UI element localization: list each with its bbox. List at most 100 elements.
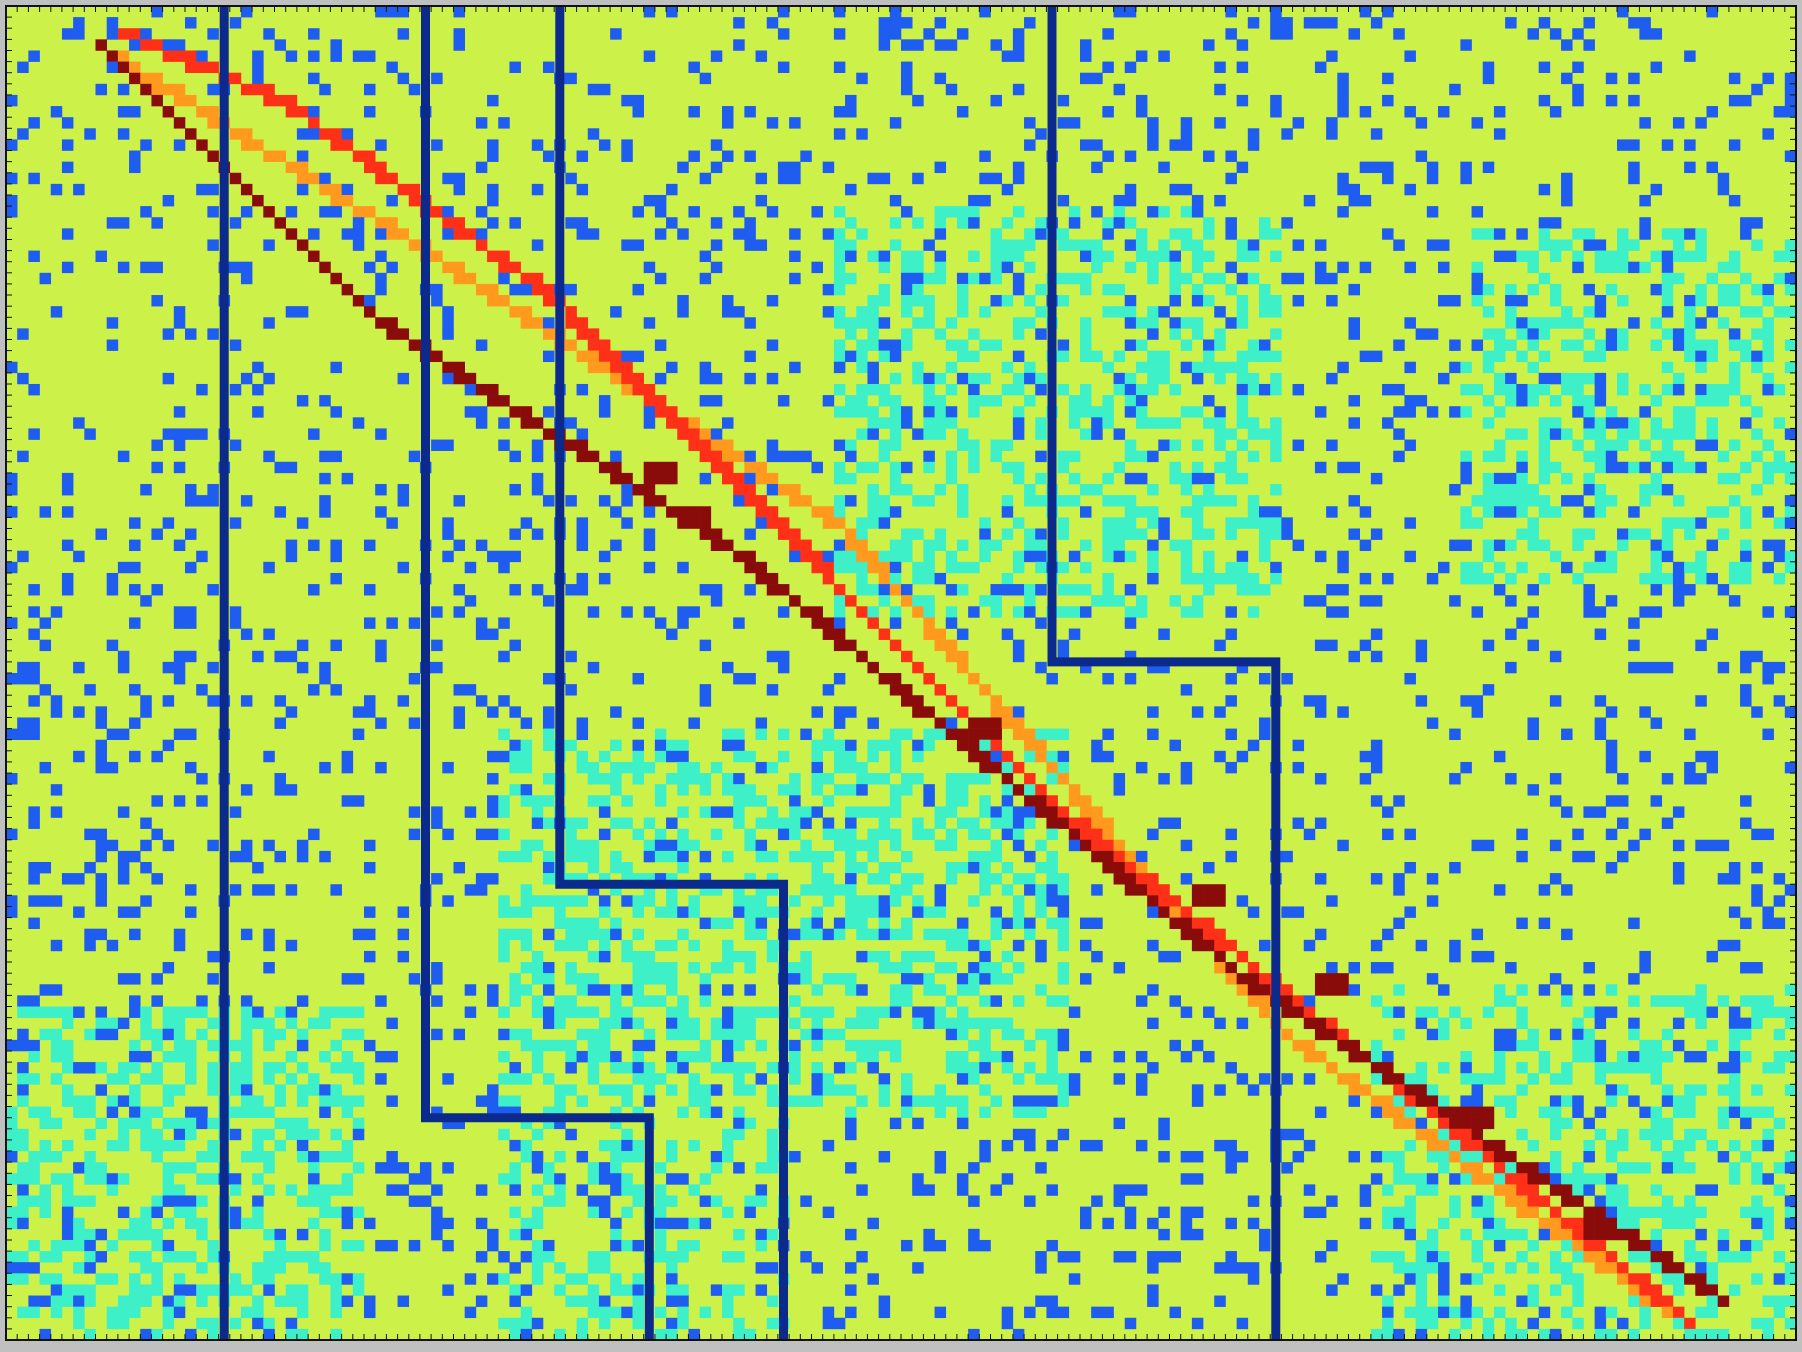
heatmap-cell: [1136, 473, 1147, 484]
heatmap-cell: [722, 540, 733, 551]
heatmap-cell: [1270, 428, 1281, 439]
heatmap-cell: [1774, 273, 1785, 284]
heatmap-cell: [398, 228, 409, 239]
heatmap-cell: [1651, 562, 1662, 573]
heatmap-cell: [1438, 1107, 1449, 1118]
heatmap-cell: [1572, 1162, 1583, 1173]
heatmap-cell: [1762, 128, 1773, 139]
heatmap-cell: [1628, 417, 1639, 428]
heatmap-cell: [1516, 351, 1527, 362]
heatmap-cell: [935, 484, 946, 495]
heatmap-cell: [532, 1151, 543, 1162]
heatmap-cell: [1147, 551, 1158, 562]
heatmap-cell: [442, 1162, 453, 1173]
heatmap-cell: [856, 517, 867, 528]
heatmap-cell: [1550, 462, 1561, 473]
heatmap-cell: [812, 984, 823, 995]
heatmap-cell: [140, 1229, 151, 1240]
heatmap-cell: [1214, 340, 1225, 351]
heatmap-cell: [1718, 1240, 1729, 1251]
heatmap-cell: [1729, 1007, 1740, 1018]
heatmap-cell: [263, 1229, 274, 1240]
heatmap-cell: [789, 962, 800, 973]
heatmap-cell: [1762, 284, 1773, 295]
heatmap-cell: [1248, 1218, 1259, 1229]
heatmap-cell: [1102, 217, 1113, 228]
heatmap-cell: [40, 1184, 51, 1195]
heatmap-cell: [319, 506, 330, 517]
heatmap-cell: [733, 1162, 744, 1173]
heatmap-cell: [1483, 484, 1494, 495]
heatmap-cell: [767, 17, 778, 28]
heatmap-cell: [968, 273, 979, 284]
heatmap-cell: [588, 1162, 599, 1173]
heatmap-cell: [1595, 295, 1606, 306]
heatmap-cell: [96, 762, 107, 773]
heatmap-cell: [498, 562, 509, 573]
heatmap-cell: [834, 629, 845, 640]
heatmap-cell: [174, 406, 185, 417]
heatmap-cell: [1393, 984, 1404, 995]
heatmap-cell: [521, 284, 532, 295]
heatmap-cell: [666, 6, 677, 17]
heatmap-cell: [1136, 50, 1147, 61]
heatmap-cell: [1281, 128, 1292, 139]
heatmap-cell: [129, 717, 140, 728]
heatmap-cell: [1606, 751, 1617, 762]
heatmap-cell: [1684, 306, 1695, 317]
heatmap-cell: [1595, 1262, 1606, 1273]
heatmap-cell: [655, 906, 666, 917]
heatmap-cell: [241, 495, 252, 506]
heatmap-cell: [1516, 1062, 1527, 1073]
heatmap-cell: [1695, 395, 1706, 406]
heatmap-cell: [1337, 84, 1348, 95]
heatmap-cell: [543, 929, 554, 940]
heatmap-cell: [1762, 340, 1773, 351]
heatmap-cell: [1583, 1140, 1594, 1151]
heatmap-cell: [1483, 328, 1494, 339]
heatmap-cell: [1472, 1073, 1483, 1084]
heatmap-cell: [252, 139, 263, 150]
heatmap-cell: [1136, 851, 1147, 862]
heatmap-cell: [308, 1073, 319, 1084]
heatmap-cell: [353, 1073, 364, 1084]
heatmap-cell: [1125, 617, 1136, 628]
heatmap-cell: [364, 106, 375, 117]
heatmap-cell: [879, 395, 890, 406]
heatmap-cell: [1472, 228, 1483, 239]
heatmap-cell: [991, 395, 1002, 406]
heatmap-cell: [509, 1140, 520, 1151]
heatmap-cell: [1091, 595, 1102, 606]
heatmap-cell: [599, 1040, 610, 1051]
heatmap-cell: [1058, 95, 1069, 106]
heatmap-cell: [151, 1207, 162, 1218]
heatmap-cell: [107, 1240, 118, 1251]
heatmap-cell: [621, 151, 632, 162]
heatmap-cell: [1707, 629, 1718, 640]
heatmap-cell: [532, 1040, 543, 1051]
heatmap-cell: [1125, 1251, 1136, 1262]
heatmap-cell: [1035, 984, 1046, 995]
heatmap-cell: [543, 1007, 554, 1018]
heatmap-cell: [1673, 340, 1684, 351]
heatmap-cell: [1349, 195, 1360, 206]
heatmap-cell: [901, 884, 912, 895]
heatmap-cell: [1762, 606, 1773, 617]
heatmap-cell: [577, 929, 588, 940]
heatmap-cell: [409, 1195, 420, 1206]
heatmap-cell: [1248, 584, 1259, 595]
heatmap-cell: [1427, 895, 1438, 906]
heatmap-cell: [319, 1007, 330, 1018]
heatmap-cell: [498, 751, 509, 762]
heatmap-cell: [890, 584, 901, 595]
heatmap-cell: [867, 328, 878, 339]
heatmap-cell: [1651, 1129, 1662, 1140]
heatmap-cell: [1628, 840, 1639, 851]
heatmap-cell: [1483, 1007, 1494, 1018]
heatmap-cell: [1707, 417, 1718, 428]
heatmap-cell: [644, 995, 655, 1006]
heatmap-cell: [532, 239, 543, 250]
heatmap-cell: [1058, 973, 1069, 984]
heatmap-cell: [744, 962, 755, 973]
heatmap-cell: [465, 684, 476, 695]
